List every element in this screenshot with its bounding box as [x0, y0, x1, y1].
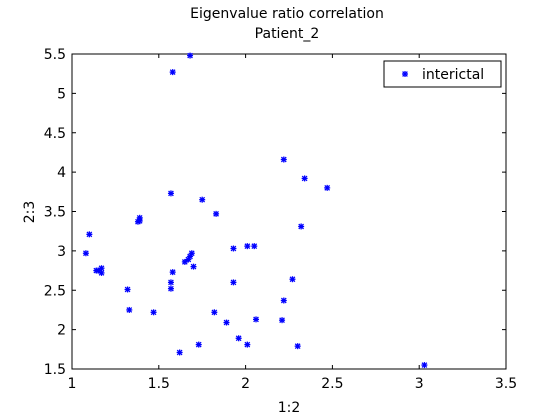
data-point — [235, 335, 242, 342]
data-point — [213, 210, 220, 217]
data-point — [211, 309, 218, 316]
plot-area — [71, 53, 507, 370]
data-point — [223, 319, 230, 326]
y-tick-label: 3 — [57, 244, 66, 260]
y-tick-label: 5.5 — [44, 47, 66, 63]
data-point — [82, 250, 89, 257]
data-point — [150, 309, 157, 316]
data-point — [301, 175, 308, 182]
x-axis-label: 1:2 — [278, 400, 301, 416]
x-tick-label: 2 — [241, 376, 250, 392]
data-point — [181, 258, 188, 265]
data-point — [289, 276, 296, 283]
data-point — [169, 269, 176, 276]
data-point — [251, 243, 258, 250]
chart-title: Eigenvalue ratio correlation — [190, 6, 384, 22]
data-point — [244, 341, 251, 348]
data-point — [199, 196, 206, 203]
data-point — [230, 279, 237, 286]
data-point — [98, 269, 105, 276]
data-point — [421, 362, 428, 369]
data-point — [294, 343, 301, 350]
x-tick-label: 3 — [415, 376, 424, 392]
legend-marker-interictal — [402, 71, 408, 77]
data-point — [185, 256, 192, 263]
y-tick-label: 4 — [57, 165, 66, 181]
data-point — [169, 69, 176, 76]
y-tick-label: 4.5 — [44, 126, 66, 142]
data-point — [279, 317, 286, 324]
data-point — [253, 316, 260, 323]
x-tick-label: 3.5 — [495, 376, 517, 392]
legend-label-interictal: interictal — [422, 67, 484, 83]
data-point — [190, 263, 197, 270]
y-tick-label: 5 — [57, 86, 66, 102]
data-point — [126, 306, 133, 313]
data-point — [280, 156, 287, 163]
y-tick-label: 1.5 — [44, 362, 66, 378]
data-point — [136, 217, 143, 224]
x-tick-label: 1 — [68, 376, 77, 392]
data-point — [187, 52, 194, 59]
data-point — [176, 349, 183, 356]
data-point — [230, 245, 237, 252]
data-point — [93, 267, 100, 274]
y-tick-label: 2.5 — [44, 283, 66, 299]
data-point — [298, 223, 305, 230]
legend-marker-symbol — [402, 71, 408, 77]
x-tick-label: 2.5 — [321, 376, 343, 392]
y-axis-label: 2:3 — [22, 201, 38, 224]
data-point — [324, 184, 331, 191]
data-point — [124, 286, 131, 293]
chart-subtitle: Patient_2 — [255, 26, 320, 42]
x-tick-label: 1.5 — [148, 376, 170, 392]
y-tick-label: 2 — [57, 323, 66, 339]
data-point — [167, 279, 174, 286]
data-point — [86, 231, 93, 238]
data-point — [280, 297, 287, 304]
data-point — [244, 243, 251, 250]
axis-ticks: 1 1.5 2 2.5 3 3.51.522.533.544.555.5 — [44, 47, 517, 392]
y-tick-label: 3.5 — [44, 205, 66, 221]
data-points — [82, 52, 428, 369]
data-point — [167, 190, 174, 197]
data-point — [195, 341, 202, 348]
data-point — [167, 285, 174, 292]
legend: interictal — [383, 60, 502, 88]
